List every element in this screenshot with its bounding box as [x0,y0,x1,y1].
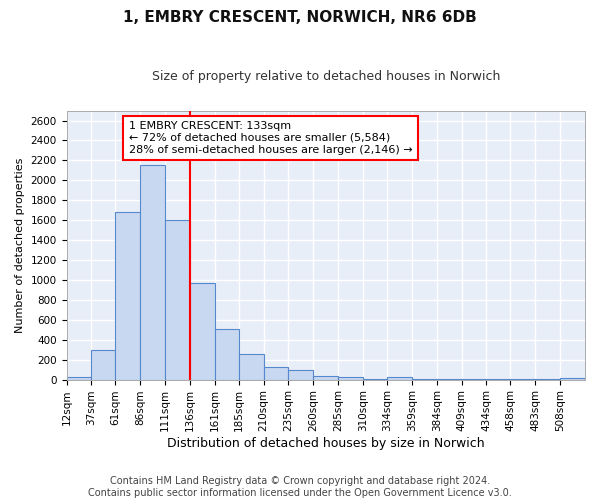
Bar [115,212,140,380]
Bar [239,354,263,380]
Bar [289,370,313,380]
Title: Size of property relative to detached houses in Norwich: Size of property relative to detached ho… [152,70,500,83]
Bar [190,283,215,380]
Text: 1 EMBRY CRESCENT: 133sqm
← 72% of detached houses are smaller (5,584)
28% of sem: 1 EMBRY CRESCENT: 133sqm ← 72% of detach… [129,122,412,154]
Bar [215,329,239,380]
Y-axis label: Number of detached properties: Number of detached properties [15,158,25,333]
Bar [91,350,115,380]
Bar [263,366,289,380]
Text: 1, EMBRY CRESCENT, NORWICH, NR6 6DB: 1, EMBRY CRESCENT, NORWICH, NR6 6DB [123,10,477,25]
Bar [313,376,338,380]
Bar [560,378,585,380]
X-axis label: Distribution of detached houses by size in Norwich: Distribution of detached houses by size … [167,437,485,450]
Bar [67,377,91,380]
Bar [338,377,363,380]
Bar [387,377,412,380]
Bar [165,220,190,380]
Text: Contains HM Land Registry data © Crown copyright and database right 2024.
Contai: Contains HM Land Registry data © Crown c… [88,476,512,498]
Bar [140,166,165,380]
